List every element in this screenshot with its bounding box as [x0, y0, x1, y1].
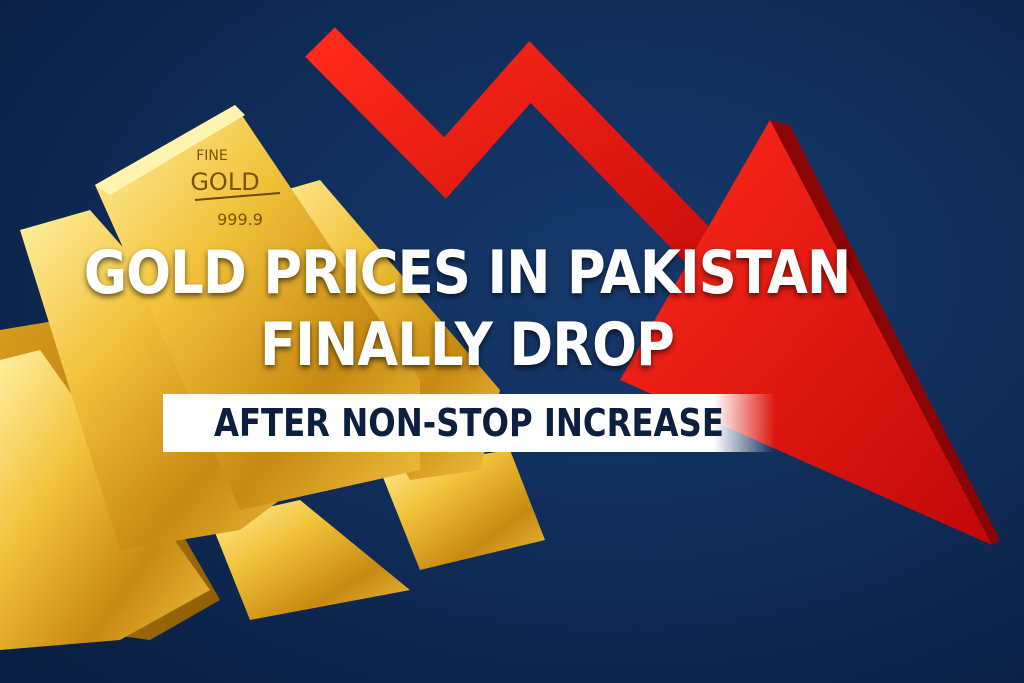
red-downtrend-arrow-icon: [305, 27, 1000, 545]
bar-fine-text: FINE: [196, 148, 228, 164]
bar-purity-text: 999.9: [217, 210, 263, 229]
bar-engraving: FINE GOLD 999.9: [190, 148, 263, 229]
bar-gold-text: GOLD: [190, 168, 259, 196]
headline-line-1: GOLD PRICES IN PAKISTAN: [83, 238, 851, 308]
subtitle-banner: AFTER NON-STOP INCREASE: [163, 394, 775, 452]
subtitle-text: AFTER NON-STOP INCREASE: [214, 401, 724, 445]
headline-line-2: FINALLY DROP: [260, 310, 675, 380]
